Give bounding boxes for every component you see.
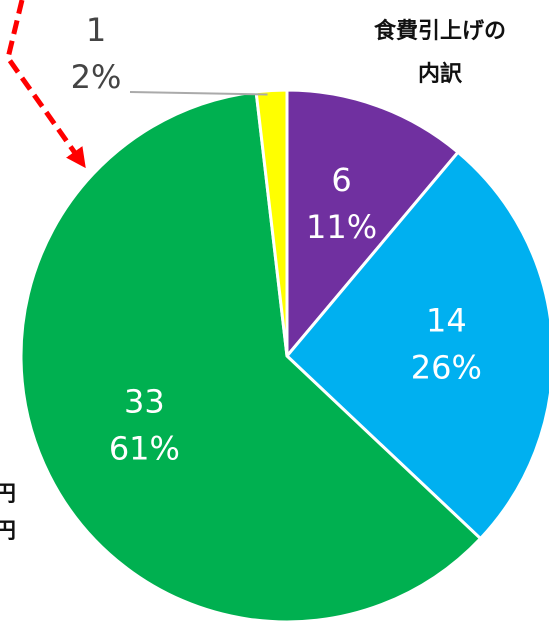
data-label: 33: [124, 383, 165, 421]
data-label: 14: [426, 302, 467, 340]
chart-title: 食費引上げの: [374, 18, 506, 44]
annotation: 円: [0, 482, 16, 507]
percent-label: 26%: [411, 349, 482, 387]
percent-label: 2%: [71, 58, 122, 96]
pie-slice: [19, 90, 483, 624]
pointer-arrow: [5, 0, 86, 169]
pie-slice: [285, 88, 461, 361]
annotation: 円: [0, 519, 16, 544]
percent-label: 11%: [306, 208, 377, 246]
percent-label: 61%: [109, 430, 180, 468]
data-label: 6: [331, 161, 351, 199]
pie-slice: [284, 150, 549, 541]
leader-line: [129, 91, 268, 96]
pie-slice: [254, 88, 289, 357]
chart-title: 内訳: [418, 61, 463, 87]
data-label: 1: [86, 11, 106, 49]
pie: [19, 88, 549, 624]
